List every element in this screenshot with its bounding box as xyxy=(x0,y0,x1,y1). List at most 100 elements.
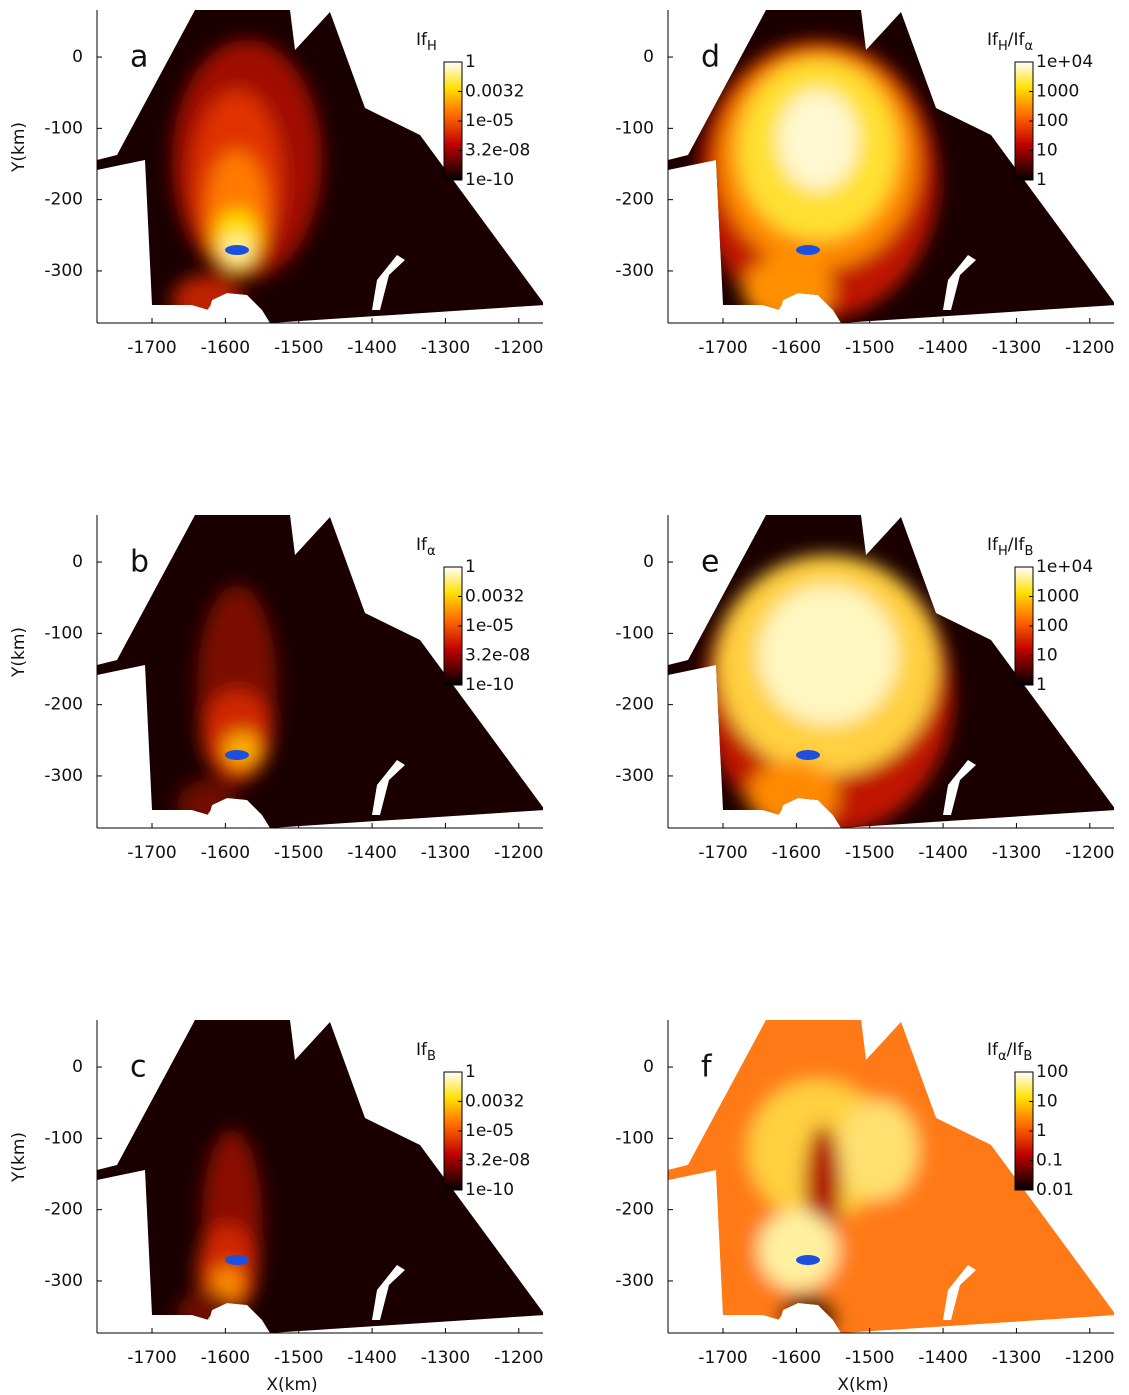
x-tick-label: -1700 xyxy=(127,1348,176,1368)
map-background xyxy=(97,515,543,828)
colorbar-tick-label: 3.2e-08 xyxy=(465,645,530,665)
colorbar-title-part: If xyxy=(987,535,999,555)
x-tick-label: -1200 xyxy=(1065,338,1114,358)
x-axis-label: X(km) xyxy=(266,1375,317,1395)
colorbar-tick-label: 1000 xyxy=(1036,587,1079,607)
y-axis-label: Y(km) xyxy=(9,627,29,678)
colorbar-tick-label: 3.2e-08 xyxy=(465,140,530,160)
x-tick-label: -1500 xyxy=(845,1348,894,1368)
map-field xyxy=(698,40,938,323)
colorbar-tick-label: 0.0032 xyxy=(465,1091,524,1111)
map-blob xyxy=(748,760,838,828)
colorbar-title-part: /If xyxy=(1007,1040,1025,1060)
colorbar-tick-label: 1 xyxy=(1036,675,1047,695)
x-tick-label: -1500 xyxy=(274,338,323,358)
colorbar-title: IfH xyxy=(416,30,437,54)
x-tick-label: -1700 xyxy=(127,338,176,358)
x-tick-label: -1600 xyxy=(201,1348,250,1368)
colorbar-title-part: H xyxy=(998,39,1008,54)
x-tick-label: -1400 xyxy=(347,338,396,358)
colorbar-tick-label: 1000 xyxy=(1036,82,1079,102)
map-field xyxy=(703,555,953,828)
panel-label: a xyxy=(130,40,148,75)
x-tick-label: -1600 xyxy=(772,1348,821,1368)
panel-label: c xyxy=(130,1050,147,1085)
colorbar-title-part: If xyxy=(416,1040,428,1060)
colorbar-tick-label: 0.01 xyxy=(1036,1180,1074,1200)
x-tick-label: -1200 xyxy=(494,338,543,358)
y-tick-label: -100 xyxy=(615,118,654,138)
target-region xyxy=(796,245,820,255)
colorbar-title-part: /If xyxy=(1008,535,1026,555)
target-region xyxy=(796,1255,820,1265)
fjord xyxy=(943,255,976,310)
colorbar-tick-label: 0.0032 xyxy=(465,81,524,101)
ice-hole xyxy=(205,803,249,828)
colorbar-title-part: B xyxy=(1023,1049,1032,1064)
colorbar-title-part: If xyxy=(416,30,428,50)
y-tick-label: -200 xyxy=(44,190,83,210)
colorbar-tick-label: 1e-05 xyxy=(465,111,514,131)
colorbar-title-part: If xyxy=(987,1040,999,1060)
x-tick-label: -1600 xyxy=(201,338,250,358)
panel: -1700 -1600 -1500 -1400 -1300 -1200 0 -100 -200 -… xyxy=(615,515,1114,863)
colorbar-title-part: /If xyxy=(1008,30,1026,50)
map-blob xyxy=(778,1295,838,1333)
y-tick-label: -200 xyxy=(44,695,83,715)
y-tick-label: 0 xyxy=(643,47,654,67)
map-background xyxy=(97,1020,543,1333)
x-tick-label: -1500 xyxy=(845,843,894,863)
colorbar-title-part: H xyxy=(427,39,437,54)
x-tick-label: -1400 xyxy=(918,338,967,358)
colorbar-title-part: B xyxy=(1025,544,1034,559)
colorbar-title-part: H xyxy=(998,544,1008,559)
map-blob xyxy=(177,780,237,828)
colorbar-title-part: α xyxy=(1025,39,1034,54)
colorbar-title-part: α xyxy=(998,1049,1007,1064)
x-tick-label: -1400 xyxy=(918,843,967,863)
colorbar-tick-label: 1 xyxy=(465,557,476,577)
colorbar-tick-label: 10 xyxy=(1036,1092,1058,1112)
colorbar-tick-label: 1e-10 xyxy=(465,1180,514,1200)
x-tick-label: -1400 xyxy=(347,843,396,863)
colorbar-tick-label: 1 xyxy=(465,1062,476,1082)
y-axis-label: Y(km) xyxy=(9,122,29,173)
x-tick-label: -1200 xyxy=(494,1348,543,1368)
colorbar-title-part: α xyxy=(427,544,436,559)
colorbar-tick-label: 100 xyxy=(1036,111,1068,131)
y-tick-label: -100 xyxy=(615,623,654,643)
y-tick-label: -300 xyxy=(615,1271,654,1291)
colorbar-title-part: If xyxy=(987,30,999,50)
ice-hole xyxy=(776,803,820,828)
y-tick-label: 0 xyxy=(72,47,83,67)
x-tick-label: -1300 xyxy=(421,843,470,863)
x-tick-label: -1200 xyxy=(1065,843,1114,863)
target-region xyxy=(796,750,820,760)
y-tick-label: -300 xyxy=(44,261,83,281)
panel: -1700 -1600 -1500 -1400 -1300 -1200 0 -100 -200 -… xyxy=(9,515,543,863)
fjord xyxy=(943,1265,976,1320)
colorbar-tick-label: 1 xyxy=(465,52,476,72)
colorbar-tick-label: 3.2e-08 xyxy=(465,1150,530,1170)
fjord xyxy=(372,1265,405,1320)
panel: -1700 -1600 -1500 -1400 -1300 -1200 0 -100 -200 -… xyxy=(9,10,543,358)
x-tick-label: -1200 xyxy=(1065,1348,1114,1368)
panel: -1700 -1600 -1500 -1400 -1300 -1200 0 -100 -200 -… xyxy=(615,10,1114,358)
fjord xyxy=(372,255,405,310)
y-tick-label: 0 xyxy=(72,1057,83,1077)
map-blob xyxy=(758,585,898,725)
y-tick-label: -300 xyxy=(615,261,654,281)
x-tick-label: -1500 xyxy=(845,338,894,358)
colorbar-title: Ifα xyxy=(416,535,436,559)
target-region xyxy=(225,1255,249,1265)
y-tick-label: -300 xyxy=(615,766,654,786)
y-tick-label: -300 xyxy=(44,1271,83,1291)
ice-hole xyxy=(776,298,820,323)
colorbar-tick-label: 1e+04 xyxy=(1036,52,1093,72)
x-tick-label: -1200 xyxy=(494,843,543,863)
panel-label: d xyxy=(701,40,720,75)
colorbar-title: IfH/Ifα xyxy=(987,30,1033,54)
x-tick-label: -1300 xyxy=(421,1348,470,1368)
x-tick-label: -1600 xyxy=(772,843,821,863)
